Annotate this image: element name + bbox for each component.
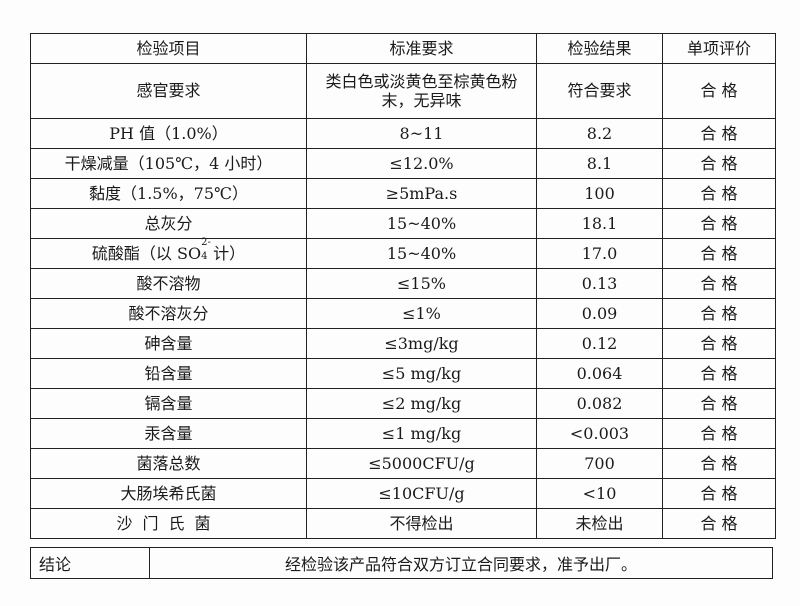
result-cell: 0.064 <box>536 358 663 389</box>
item-cell: 砷含量 <box>30 328 307 359</box>
item-cell: 黏度（1.5%，75℃） <box>30 178 307 209</box>
table-row: PH 值（1.0%） 8~11 8.2 合 格 <box>30 118 776 149</box>
header-standard: 标准要求 <box>306 33 537 64</box>
eval-cell: 合 格 <box>662 118 776 149</box>
table-row: 干燥减量（105℃，4 小时） ≤12.0% 8.1 合 格 <box>30 148 776 179</box>
result-cell: 0.13 <box>536 268 663 299</box>
table-row: 黏度（1.5%，75℃） ≥5mPa.s 100 合 格 <box>30 178 776 209</box>
eval-cell: 合 格 <box>662 63 776 119</box>
item-suffix: 计） <box>213 244 246 264</box>
standard-cell: ≤2 mg/kg <box>306 388 537 419</box>
item-cell: 干燥减量（105℃，4 小时） <box>30 148 307 179</box>
inspection-table: 检验项目 标准要求 检验结果 单项评价 感官要求 类白色或淡黄色至棕黄色粉末，无… <box>30 33 776 539</box>
eval-cell: 合 格 <box>662 358 776 389</box>
table-row: 总灰分 15~40% 18.1 合 格 <box>30 208 776 239</box>
table-row: 酸不溶物 ≤15% 0.13 合 格 <box>30 268 776 299</box>
header-result: 检验结果 <box>536 33 663 64</box>
item-cell: 铅含量 <box>30 358 307 389</box>
table-row: 汞含量 ≤1 mg/kg <0.003 合 格 <box>30 418 776 449</box>
table-row: 沙门氏菌 不得检出 未检出合 格 <box>30 508 776 539</box>
table-row: 菌落总数 ≤5000CFU/g 700 合 格 <box>30 448 776 479</box>
item-cell: 总灰分 <box>30 208 307 239</box>
result-cell: <10 <box>536 478 663 509</box>
standard-cell: ≤15% <box>306 268 537 299</box>
item-cell: 大肠埃希氏菌 <box>30 478 307 509</box>
standard-cell: ≤1 mg/kg <box>306 418 537 449</box>
item-cell: 镉含量 <box>30 388 307 419</box>
item-prefix: 硫酸酯（以 SO <box>91 244 202 264</box>
table-row: 镉含量 ≤2 mg/kg 0.082 合 格 <box>30 388 776 419</box>
eval-cell: 合 格 <box>662 208 776 239</box>
standard-cell: 类白色或淡黄色至棕黄色粉末，无异味 <box>306 63 537 119</box>
standard-cell: ≤12.0% <box>306 148 537 179</box>
item-cell: 感官要求 <box>30 63 307 119</box>
result-cell: 未检出 <box>536 508 663 539</box>
item-cell: 汞含量 <box>30 418 307 449</box>
table-row: 硫酸酯（以 SO 2- 4 计） 15~40% 17.0 合 格 <box>30 237 776 269</box>
standard-cell: ≤1% <box>306 298 537 329</box>
item-cell: 酸不溶灰分 <box>30 298 307 329</box>
item-cell: PH 值（1.0%） <box>30 118 307 149</box>
result-cell: 0.12 <box>536 328 663 359</box>
eval-cell: 合 格 <box>662 298 776 329</box>
eval-cell: 合 格 <box>662 478 776 509</box>
result-cell: 17.0 <box>536 238 663 269</box>
eval-cell: 合 格 <box>662 268 776 299</box>
table-row: 铅含量 ≤5 mg/kg 0.064 合 格 <box>30 358 776 389</box>
item-cell: 酸不溶物 <box>30 268 307 299</box>
standard-cell: ≤3mg/kg <box>306 328 537 359</box>
item-sup: 2- <box>201 237 211 249</box>
standard-cell: 15~40% <box>306 238 537 269</box>
result-cell: 700 <box>536 448 663 479</box>
result-cell: 符合要求 <box>536 63 663 119</box>
item-sub: 4 <box>201 251 208 263</box>
standard-cell: 不得检出 <box>306 508 537 539</box>
result-cell: 8.2 <box>536 118 663 149</box>
standard-cell: 15~40% <box>306 208 537 239</box>
table-row: 感官要求 类白色或淡黄色至棕黄色粉末，无异味 符合要求 合 格 <box>30 63 776 119</box>
result-cell: 100 <box>536 178 663 209</box>
item-cell: 沙门氏菌 <box>30 508 307 539</box>
eval-cell: 合 格 <box>662 418 776 449</box>
eval-cell: 合 格 <box>662 508 776 539</box>
eval-cell: 合 格 <box>662 148 776 179</box>
standard-cell: ≤5 mg/kg <box>306 358 537 389</box>
standard-cell: ≤5000CFU/g <box>306 448 537 479</box>
standard-cell: ≤10CFU/g <box>306 478 537 509</box>
result-cell: 18.1 <box>536 208 663 239</box>
standard-cell: 8~11 <box>306 118 537 149</box>
eval-cell: 合 格 <box>662 388 776 419</box>
item-cell: 菌落总数 <box>30 448 307 479</box>
standard-cell: ≥5mPa.s <box>306 178 537 209</box>
eval-cell: 合 格 <box>662 448 776 479</box>
result-cell: 0.09 <box>536 298 663 329</box>
table-header-row: 检验项目 标准要求 检验结果 单项评价 <box>30 33 776 64</box>
table-row: 大肠埃希氏菌 ≤10CFU/g <10 合 格 <box>30 478 776 509</box>
result-cell: 0.082 <box>536 388 663 419</box>
header-item: 检验项目 <box>30 33 307 64</box>
result-cell: 8.1 <box>536 148 663 179</box>
eval-cell: 合 格 <box>662 238 776 269</box>
conclusion-label: 结论 <box>30 547 150 579</box>
header-eval: 单项评价 <box>662 33 776 64</box>
table-row: 砷含量 ≤3mg/kg 0.12 合 格 <box>30 328 776 359</box>
eval-cell: 合 格 <box>662 178 776 209</box>
eval-cell: 合 格 <box>662 328 776 359</box>
conclusion-text: 经检验该产品符合双方订立合同要求，准予出厂。 <box>149 547 773 579</box>
item-cell: 硫酸酯（以 SO 2- 4 计） <box>30 237 307 269</box>
result-cell: <0.003 <box>536 418 663 449</box>
table-row: 酸不溶灰分 ≤1% 0.09 合 格 <box>30 298 776 329</box>
conclusion-row: 结论 经检验该产品符合双方订立合同要求，准予出厂。 <box>30 547 773 579</box>
